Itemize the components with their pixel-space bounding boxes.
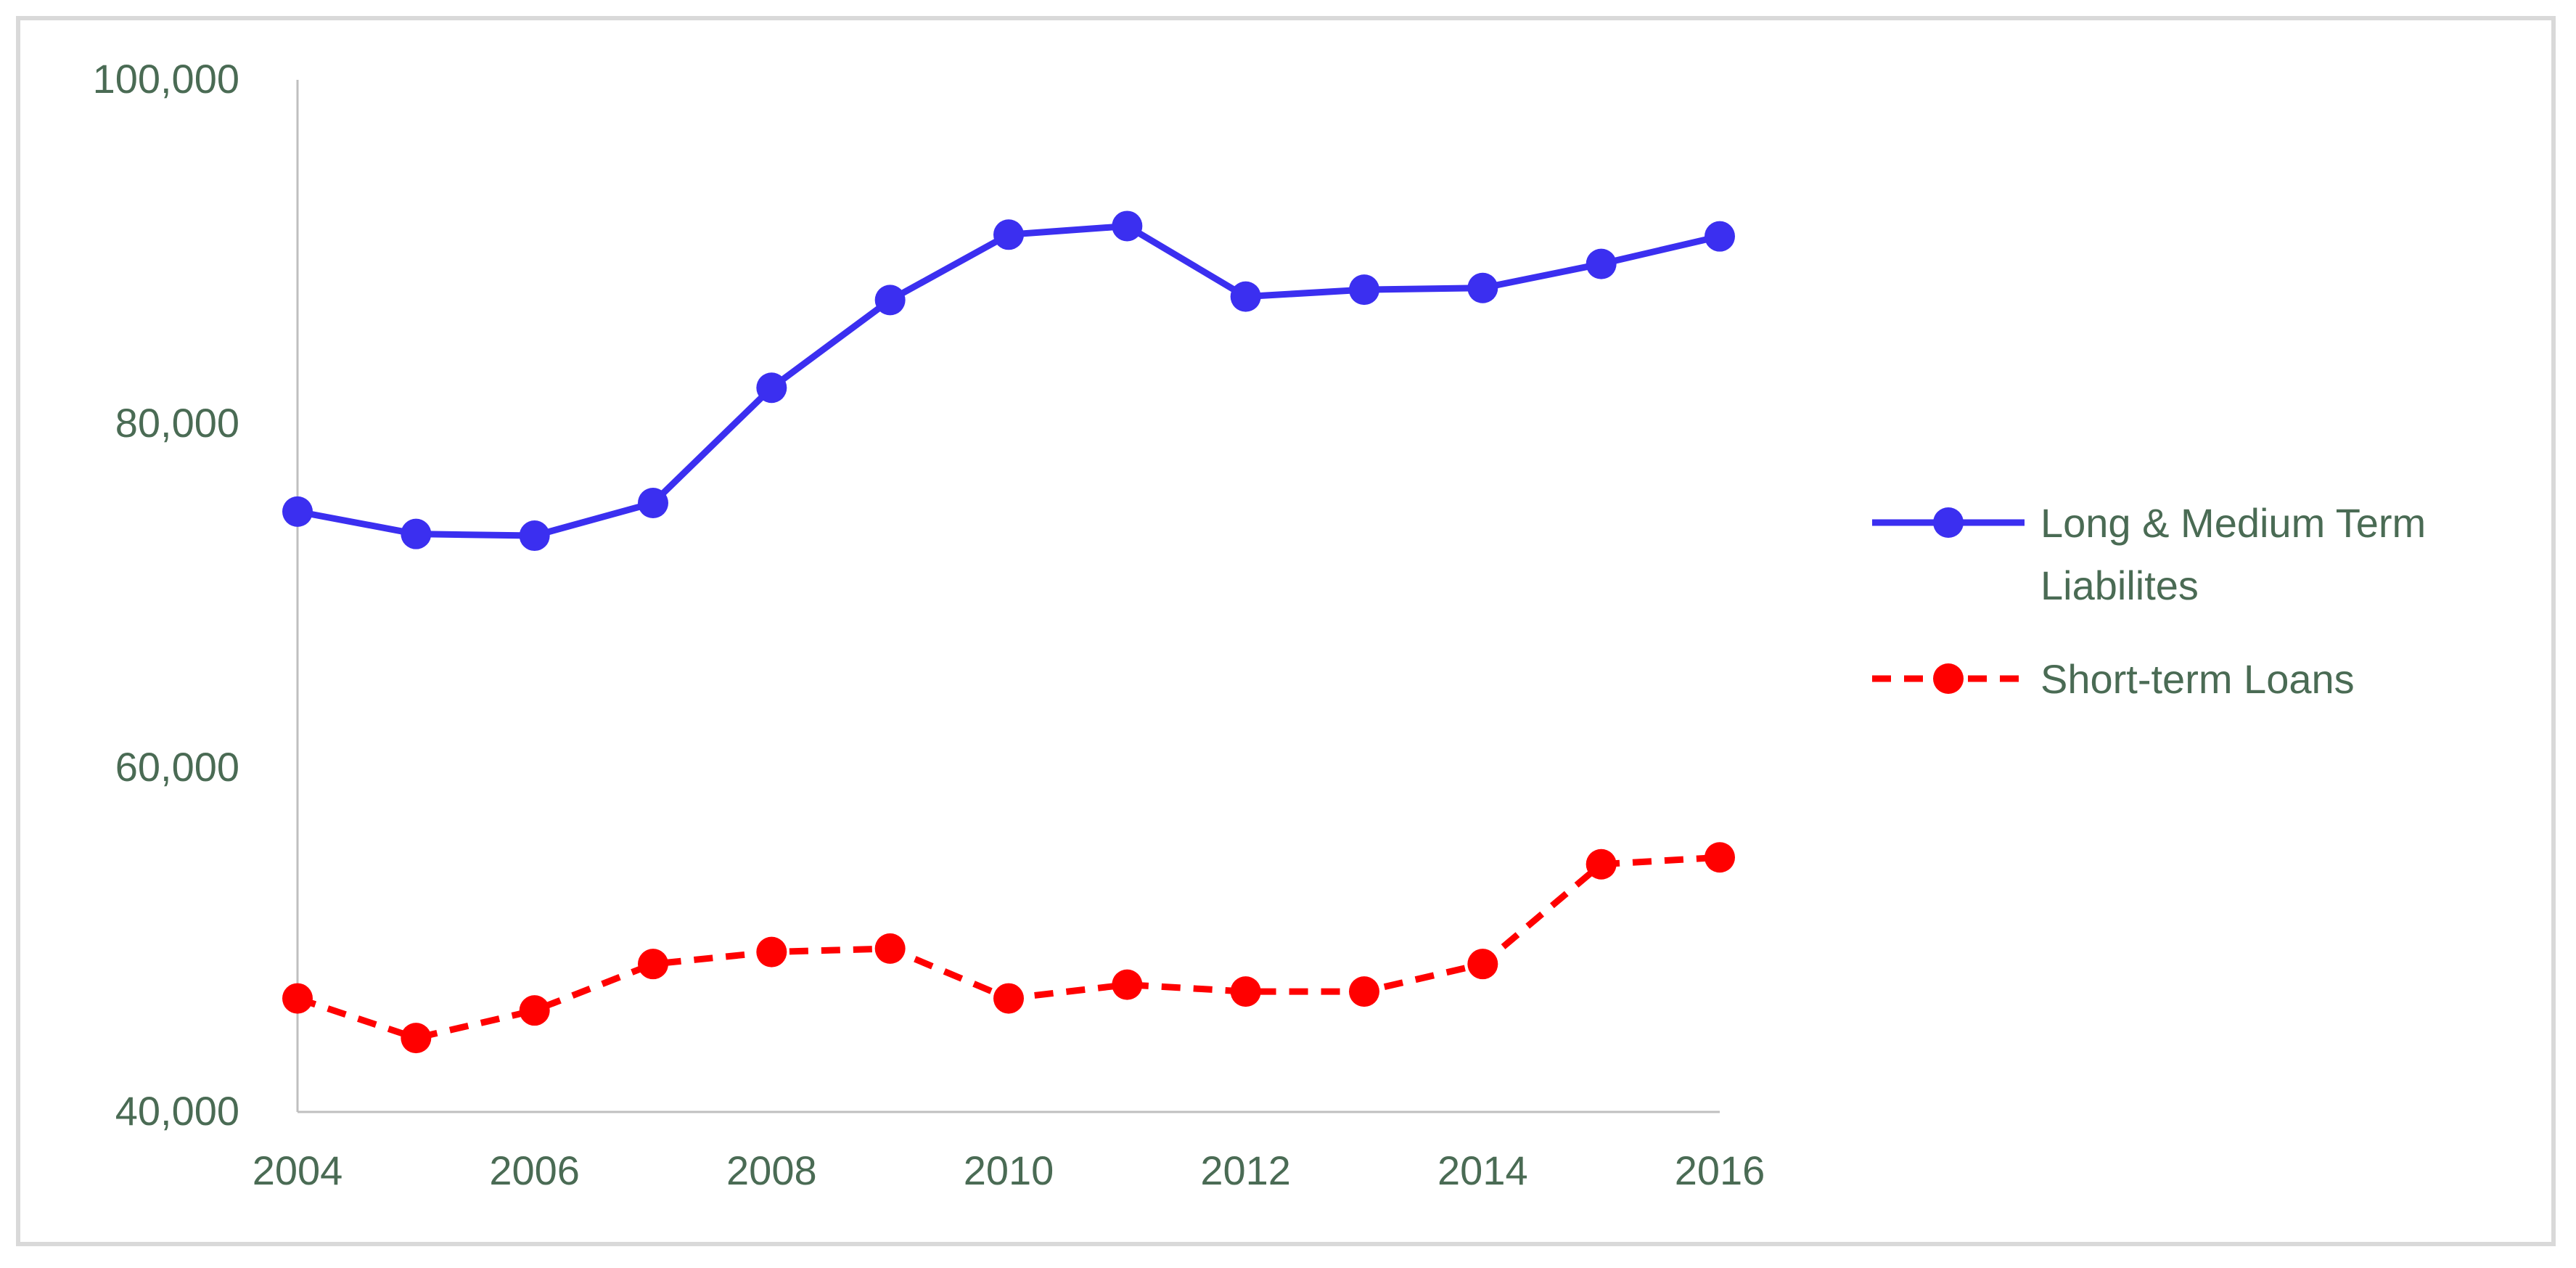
x-tick-label: 2012	[1200, 1148, 1291, 1193]
data-point	[874, 285, 906, 316]
data-point	[1112, 969, 1143, 1000]
y-tick-label: 40,000	[115, 1088, 239, 1134]
data-point	[282, 496, 313, 527]
data-point	[1349, 976, 1379, 1007]
data-point	[519, 520, 550, 552]
legend-entry-1: Long & Medium Term Liabilites	[1872, 500, 2426, 608]
chart-frame	[16, 16, 2556, 1246]
data-point	[1586, 248, 1617, 279]
data-point	[1230, 281, 1261, 312]
data-point	[282, 983, 313, 1014]
data-point	[519, 995, 550, 1026]
x-tick-label: 2004	[253, 1148, 343, 1193]
legend-label: Liabilites	[2040, 563, 2199, 608]
y-tick-label: 100,000	[93, 56, 239, 102]
legend-marker	[1933, 663, 1964, 694]
data-point	[401, 1023, 432, 1054]
y-tick-label: 60,000	[115, 744, 239, 790]
y-tick-label: 80,000	[115, 400, 239, 446]
x-tick-label: 2014	[1437, 1148, 1528, 1193]
data-point	[756, 936, 787, 968]
data-point	[993, 219, 1024, 250]
axes: 40,000 60,000 80,000 100,000 2004 2006 2008 201…	[93, 56, 1765, 1193]
legend-entry-2: Short-term Loans	[1872, 656, 2355, 702]
x-tick-label: 2008	[726, 1148, 817, 1193]
x-tick-label: 2006	[489, 1148, 580, 1193]
data-point	[638, 949, 668, 980]
data-point	[1467, 272, 1498, 303]
x-tick-label: 2016	[1675, 1148, 1765, 1193]
legend-label: Long & Medium Term	[2040, 500, 2426, 546]
data-point	[1705, 221, 1735, 252]
series-layer	[282, 210, 1735, 1054]
data-point	[1586, 848, 1617, 880]
data-point	[1705, 842, 1735, 873]
data-point	[756, 372, 787, 404]
series-2	[282, 842, 1735, 1054]
data-point	[993, 983, 1024, 1014]
data-point	[1349, 274, 1379, 306]
data-point	[874, 933, 906, 964]
legend-marker	[1933, 507, 1964, 538]
data-point	[1112, 210, 1143, 242]
x-tick-label: 2010	[964, 1148, 1054, 1193]
legend-label: Short-term Loans	[2040, 656, 2355, 702]
series-1	[282, 210, 1735, 552]
series-line	[294, 222, 1723, 539]
legend: Long & Medium Term Liabilites Short-term L…	[1872, 500, 2426, 702]
data-point	[1230, 976, 1261, 1007]
data-point	[401, 518, 432, 549]
data-point	[638, 488, 668, 519]
data-point	[1467, 949, 1498, 980]
